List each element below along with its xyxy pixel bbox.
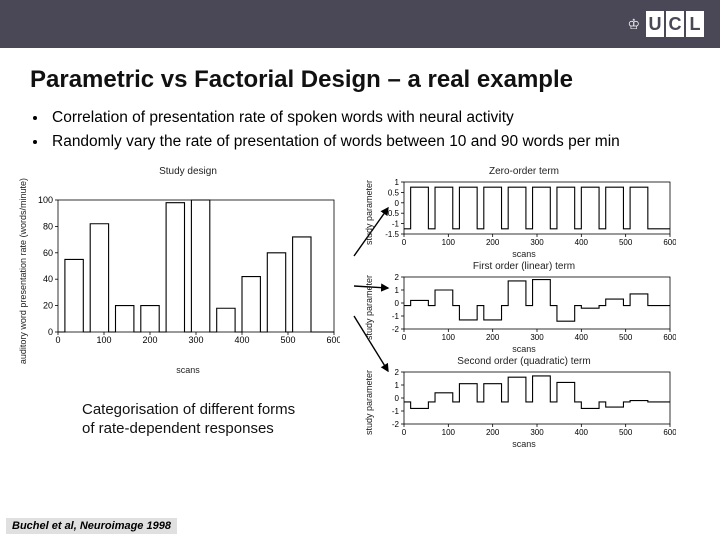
svg-text:600: 600	[663, 238, 676, 247]
svg-text:100: 100	[38, 196, 53, 205]
svg-text:1: 1	[395, 381, 400, 390]
svg-text:300: 300	[530, 238, 544, 247]
right-panel-title: Zero-order term	[364, 166, 684, 177]
bullet-list: Correlation of presentation rate of spok…	[0, 108, 720, 166]
right-panel-chart: 0 100 200 300 400 500 600 -2 -1 0 1 2	[376, 368, 676, 438]
right-panel-ylabel: study parameter	[364, 275, 374, 340]
svg-text:-2: -2	[392, 325, 400, 334]
slide-title: Parametric vs Factorial Design – a real …	[0, 48, 720, 108]
svg-text:0: 0	[55, 335, 60, 345]
svg-text:500: 500	[619, 238, 633, 247]
left-chart-title: Study design	[18, 166, 358, 177]
right-panel-xlabel: scans	[364, 439, 684, 449]
ucl-letter: C	[666, 11, 684, 37]
left-chart-ylabel: auditory word presentation rate (words/m…	[18, 178, 28, 364]
svg-text:300: 300	[188, 335, 203, 345]
svg-text:400: 400	[575, 428, 589, 437]
svg-text:200: 200	[486, 238, 500, 247]
svg-text:200: 200	[142, 335, 157, 345]
svg-text:1: 1	[395, 286, 400, 295]
right-panel: Second order (quadratic) term study param…	[364, 356, 684, 449]
svg-text:300: 300	[530, 428, 544, 437]
citation-box: Buchel et al, Neuroimage 1998	[6, 516, 177, 534]
right-chart-column: Zero-order termstudy parameter0100200300…	[364, 166, 684, 449]
study-design-chart: 0 100 200 300 400 500 600 0 20 40 60 80 100	[30, 196, 340, 346]
svg-text:300: 300	[530, 333, 544, 342]
svg-text:0: 0	[402, 238, 407, 247]
svg-text:-1: -1	[392, 407, 400, 416]
svg-text:0: 0	[395, 299, 400, 308]
svg-text:0: 0	[402, 428, 407, 437]
svg-text:500: 500	[619, 333, 633, 342]
svg-text:80: 80	[43, 221, 53, 231]
right-panel-xlabel: scans	[364, 344, 684, 354]
svg-text:0: 0	[395, 394, 400, 403]
right-panel-ylabel: study parameter	[364, 370, 374, 435]
caption: Categorisation of different forms of rat…	[18, 397, 358, 439]
svg-text:40: 40	[43, 274, 53, 284]
svg-text:0: 0	[48, 327, 53, 337]
svg-text:0.5: 0.5	[388, 188, 400, 197]
svg-text:500: 500	[619, 428, 633, 437]
right-panel-title: First order (linear) term	[364, 261, 684, 272]
right-panel-xlabel: scans	[364, 249, 684, 259]
svg-text:-1: -1	[392, 219, 400, 228]
svg-text:100: 100	[96, 335, 111, 345]
svg-text:400: 400	[575, 238, 589, 247]
svg-text:-1.5: -1.5	[385, 230, 399, 239]
svg-text:600: 600	[663, 428, 676, 437]
svg-text:-1: -1	[392, 312, 400, 321]
left-chart-xlabel: scans	[18, 365, 358, 375]
svg-text:100: 100	[442, 428, 456, 437]
svg-text:600: 600	[326, 335, 340, 345]
svg-text:100: 100	[442, 238, 456, 247]
header-bar: ♔ UCL	[0, 0, 720, 48]
svg-text:500: 500	[280, 335, 295, 345]
svg-text:0: 0	[395, 199, 400, 208]
ucl-letter: U	[646, 11, 664, 37]
right-panel-ylabel: study parameter	[364, 180, 374, 245]
svg-text:-2: -2	[392, 420, 400, 429]
svg-text:60: 60	[43, 248, 53, 258]
bullet-item: Correlation of presentation rate of spok…	[48, 108, 690, 129]
svg-text:200: 200	[486, 428, 500, 437]
svg-text:2: 2	[395, 368, 400, 377]
svg-text:600: 600	[663, 333, 676, 342]
ucl-letter: L	[686, 11, 704, 37]
svg-text:-0.5: -0.5	[385, 209, 399, 218]
svg-text:20: 20	[43, 300, 53, 310]
right-panel: First order (linear) term study parameter…	[364, 261, 684, 354]
ucl-crest-icon: ♔	[627, 16, 640, 33]
svg-text:400: 400	[575, 333, 589, 342]
right-panel-chart: 0100200300400500600-1.5-1-0.500.51	[376, 178, 676, 248]
right-panel-title: Second order (quadratic) term	[364, 356, 684, 367]
ucl-logo: ♔ UCL	[627, 11, 704, 37]
svg-text:100: 100	[442, 333, 456, 342]
svg-text:1: 1	[395, 178, 400, 187]
svg-text:200: 200	[486, 333, 500, 342]
svg-text:0: 0	[402, 333, 407, 342]
bullet-item: Randomly vary the rate of presentation o…	[48, 132, 690, 153]
svg-text:400: 400	[234, 335, 249, 345]
right-panel: Zero-order term study parameter 0 100 200 300…	[364, 166, 684, 259]
svg-text:2: 2	[395, 273, 400, 282]
right-panel-chart: 0 100 200 300 400 500 600 -2 -1 0 1 2	[376, 273, 676, 343]
